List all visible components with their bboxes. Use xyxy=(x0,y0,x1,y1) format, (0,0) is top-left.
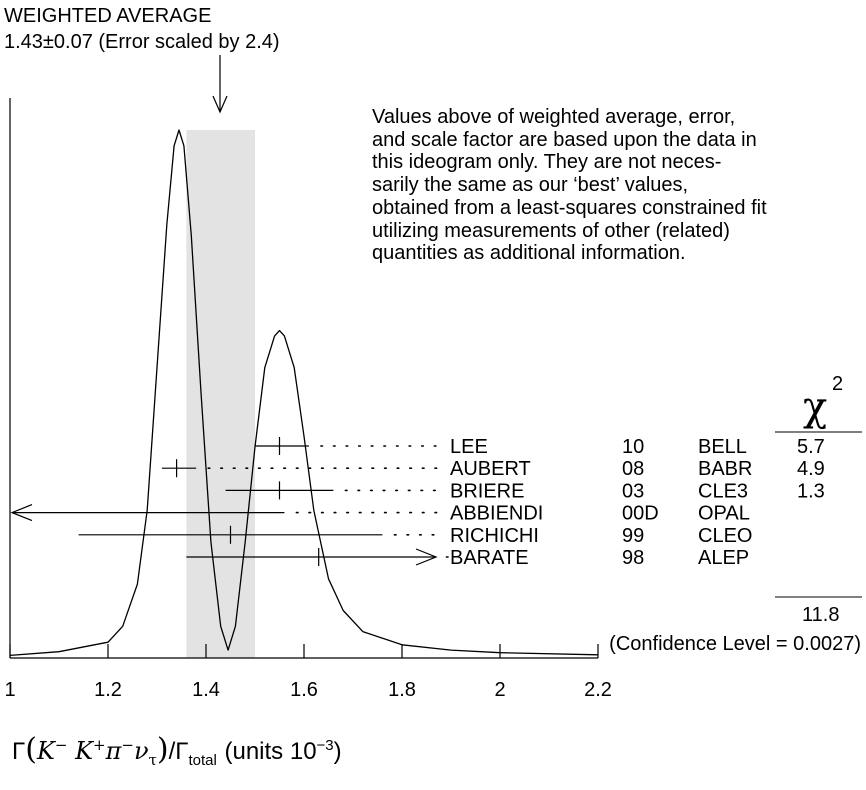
measurement-author: AUBERT xyxy=(450,458,531,480)
note-line: this ideogram only. They are not neces- xyxy=(372,151,722,174)
units-label: (units 10 xyxy=(224,738,317,765)
k-minus: K xyxy=(36,737,55,765)
confidence-level: (Confidence Level = 0.0027) xyxy=(609,633,861,655)
measurement-year: 99 xyxy=(622,525,644,547)
measurement-author: LEE xyxy=(450,436,488,458)
pi-charge: − xyxy=(121,736,134,754)
x-tick-label: 1.8 xyxy=(388,679,416,701)
measurement-experiment: CLEO xyxy=(698,525,752,547)
left-arrowhead xyxy=(10,504,33,522)
x-axis-label: Γ(K− K+π−ντ)/Γtotal (units 10−3) xyxy=(12,732,342,769)
measurement-experiment: CLE3 xyxy=(698,480,748,502)
measurement-author: BRIERE xyxy=(450,480,524,502)
x-tick-label: 1.4 xyxy=(192,679,220,701)
total-subscript: total xyxy=(188,751,217,769)
weighted-average-value: 1.43±0.07 (Error scaled by 2.4) xyxy=(4,31,280,53)
measurement-year: 08 xyxy=(622,458,644,480)
measurement-year: 98 xyxy=(622,547,644,569)
note-line: quantities as additional information. xyxy=(372,242,686,265)
left-paren: ( xyxy=(25,732,37,767)
ideogram-curve xyxy=(9,129,599,657)
explanatory-note: Values above of weighted average, error,… xyxy=(372,106,866,265)
chi2-exponent: 2 xyxy=(832,373,843,395)
k-minus-charge: − xyxy=(54,736,68,754)
x-tick-label: 1 xyxy=(4,679,15,701)
x-tick-label: 2.2 xyxy=(584,679,612,701)
nu-symbol: ν xyxy=(133,737,149,765)
measurement-author: BARATE xyxy=(450,547,529,569)
right-arrowhead xyxy=(415,548,438,566)
nu-subscript: τ xyxy=(148,750,157,769)
weighted-average-band xyxy=(186,130,255,658)
measurement-year: 10 xyxy=(622,436,644,458)
chi2-header: χ xyxy=(803,384,827,430)
gamma-symbol: Γ xyxy=(12,738,26,765)
x-tick-label: 1.6 xyxy=(290,679,318,701)
average-arrow xyxy=(212,55,228,114)
note-line: sarily the same as our ‘best’ values, xyxy=(372,174,689,197)
measurement-chi2: 1.3 xyxy=(797,480,825,502)
k-plus: K xyxy=(75,737,94,765)
measurement-experiment: BELL xyxy=(698,436,747,458)
measurement-experiment: BABR xyxy=(698,458,752,480)
chi2-total: 11.8 xyxy=(802,604,839,626)
right-paren: ) xyxy=(156,732,169,767)
total-gamma: /Γ xyxy=(168,738,189,765)
units-close: ) xyxy=(333,738,342,765)
measurement-author: RICHICHI xyxy=(450,525,539,547)
measurement-experiment: OPAL xyxy=(698,503,750,525)
x-tick-label: 1.2 xyxy=(94,679,122,701)
weighted-average-title: WEIGHTED AVERAGE xyxy=(4,5,211,27)
x-tick-label: 2 xyxy=(494,679,505,701)
note-line: Values above of weighted average, error, xyxy=(372,106,736,128)
note-line: and scale factor are based upon the data… xyxy=(372,128,757,151)
measurement-chi2: 5.7 xyxy=(797,436,825,458)
measurement-chi2: 4.9 xyxy=(797,458,825,480)
measurement-year: 03 xyxy=(622,480,644,502)
pi-symbol: π xyxy=(105,737,122,765)
note-line: utilizing measurements of other (related… xyxy=(372,219,730,242)
measurement-author: ABBIENDI xyxy=(450,503,543,525)
measurement-year: 00D xyxy=(622,503,659,525)
measurement-experiment: ALEP xyxy=(698,547,749,569)
k-plus-charge: + xyxy=(93,736,106,754)
units-exponent: −3 xyxy=(316,737,334,754)
note-line: obtained from a least-squares constraine… xyxy=(372,196,767,219)
